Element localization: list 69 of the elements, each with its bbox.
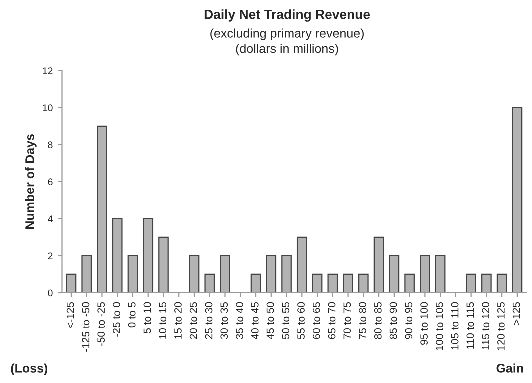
bar (389, 255, 400, 293)
bar (312, 274, 323, 293)
bar (482, 274, 492, 293)
y-tick-label: 2 (48, 252, 53, 260)
bar (496, 274, 508, 293)
x-tick-label: 15 to 20 (174, 302, 182, 339)
x-tick-label: 115 to 120 (482, 302, 490, 350)
bar (404, 274, 415, 293)
y-tick-label: 10 (43, 104, 53, 112)
x-tick-label: 30 to 35 (220, 302, 228, 340)
bar (296, 236, 308, 293)
x-tick-label: 85 to 90 (390, 302, 398, 340)
x-tick-label: 35 to 40 (236, 302, 244, 340)
bar (435, 255, 446, 293)
y-tick-label: 6 (48, 178, 53, 186)
bar (328, 274, 338, 293)
x-tick-label: 70 to 75 (344, 302, 352, 340)
bar (220, 255, 230, 293)
bar (358, 274, 369, 293)
bar (189, 255, 200, 293)
x-tick-label: -50 to -25 (98, 302, 106, 346)
bar (282, 255, 292, 293)
bar (420, 255, 430, 293)
x-tick-label: 95 to 100 (420, 302, 428, 345)
x-tick-label: 105 to 110 (451, 302, 459, 350)
chart-title: Daily Net Trading Revenue (204, 10, 370, 22)
x-tick-label: 65 to 70 (328, 302, 336, 340)
y-axis-title: Number of Days (25, 134, 37, 230)
y-tick-label: 0 (48, 290, 53, 297)
bar (204, 274, 216, 293)
bar (82, 255, 92, 293)
bar (512, 107, 523, 293)
x-tick-label: >125 (512, 302, 520, 325)
bar (66, 274, 77, 293)
bar (374, 236, 384, 293)
bar (128, 255, 138, 293)
x-tick-label: -25 to 0 (113, 302, 120, 337)
bar (466, 274, 476, 293)
x-tick-label: 50 to 55 (282, 302, 290, 340)
x-tick-label: 45 to 50 (266, 302, 274, 340)
y-tick-label: 12 (43, 68, 53, 74)
x-tick-label: 90 to 95 (405, 302, 413, 340)
bar (143, 218, 154, 293)
text: Gain (496, 364, 524, 373)
x-tick-label: 10 to 15 (159, 302, 167, 339)
bar (266, 255, 277, 293)
bar (112, 218, 123, 293)
x-tick-label: 55 to 60 (298, 302, 305, 340)
chart-subtitle: (excluding primary revenue) (dollars in millions) (210, 28, 364, 56)
x-tick-label: 75 to 80 (359, 302, 366, 340)
x-tick-label: 5 to 10 (144, 302, 152, 334)
x-tick-label: 60 to 65 (312, 302, 320, 340)
x-tick-label: 100 to 105 (436, 302, 444, 350)
y-tick-label: 8 (48, 142, 53, 149)
bar (250, 274, 262, 293)
bar (97, 126, 108, 293)
text: (Loss) (11, 364, 48, 376)
x-tick-label: <-125 (66, 302, 74, 328)
bar (158, 236, 169, 293)
x-tick-label: 25 to 30 (205, 302, 213, 340)
x-tick-label: 80 to 85 (374, 302, 382, 340)
x-tick-label: 0 to 5 (128, 302, 136, 328)
x-tick-label: -125 to -50 (82, 302, 90, 352)
y-tick-label: 4 (48, 216, 53, 222)
bar (343, 274, 354, 293)
x-tick-label: 40 to 45 (251, 302, 259, 340)
x-tick-label: 110 to 115 (466, 302, 474, 349)
x-tick-label: 20 to 25 (190, 302, 198, 340)
x-tick-label: 120 to 125 (497, 302, 505, 350)
